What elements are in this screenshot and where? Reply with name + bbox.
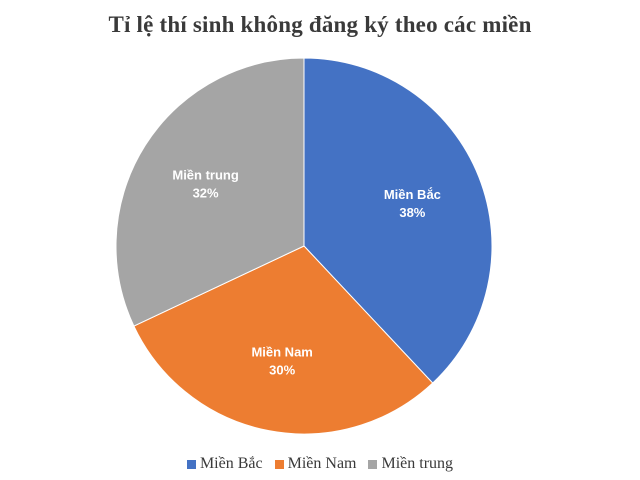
legend-swatch-mien-bac: [186, 459, 196, 469]
slice-value-mien-trung: 32%: [193, 186, 219, 201]
chart-title: Tỉ lệ thí sinh không đăng ký theo các mi…: [108, 12, 532, 37]
legend-label-mien-trung: Miền trung: [381, 455, 454, 472]
legend-item-mien-nam: Miền Nam: [274, 455, 357, 473]
pie-slice-mien-bac: [303, 57, 493, 384]
legend-swatch-mien-trung: [368, 459, 378, 469]
slice-label-mien-bac: Miền Bắc: [384, 187, 441, 202]
legend-swatch-mien-nam: [274, 459, 284, 469]
legend-item-mien-bac: Miền Bắc: [186, 455, 263, 473]
slice-label-mien-trung: Miền trung: [172, 168, 238, 183]
slice-value-mien-nam: 30%: [269, 362, 295, 377]
pie-chart: Miền Bắc 38% Miền Nam 30% Miền trung 32%: [115, 57, 493, 435]
pie-slice-mien-trung: [115, 57, 305, 327]
slice-value-mien-bac: 38%: [399, 205, 425, 220]
legend: Miền Bắc Miền Nam Miền trung: [0, 455, 640, 473]
slice-label-mien-nam: Miền Nam: [251, 344, 312, 359]
legend-label-mien-nam: Miền Nam: [287, 455, 357, 472]
legend-item-mien-trung: Miền trung: [368, 455, 453, 473]
legend-label-mien-bac: Miền Bắc: [199, 455, 263, 472]
pie-slice-mien-nam: [133, 245, 434, 435]
